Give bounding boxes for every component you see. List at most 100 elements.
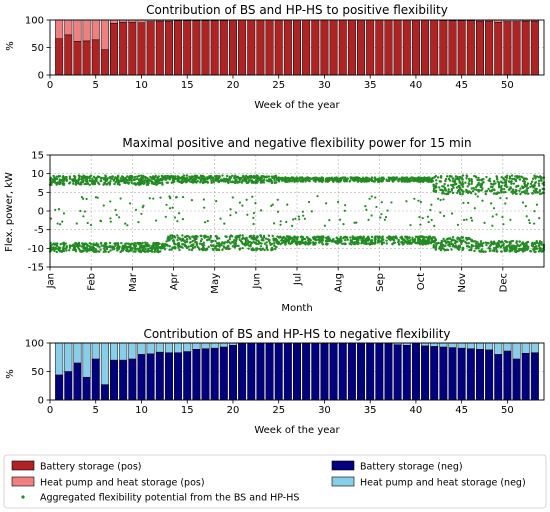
data-point: [382, 177, 386, 180]
data-point: [297, 215, 300, 218]
bar-segment: [494, 342, 503, 355]
data-point: [203, 176, 206, 179]
data-point: [91, 177, 94, 180]
data-point: [461, 192, 464, 196]
data-point: [282, 235, 285, 239]
data-point: [247, 244, 251, 247]
data-point: [370, 195, 373, 198]
data-point: [260, 174, 263, 178]
data-point: [284, 180, 287, 183]
data-point: [144, 175, 147, 179]
data-point: [279, 220, 282, 223]
data-point: [57, 175, 61, 178]
data-point: [476, 195, 479, 198]
bar-segment: [457, 342, 466, 349]
data-point: [177, 236, 180, 239]
bar-segment: [100, 19, 109, 50]
data-point: [82, 246, 85, 250]
data-point: [173, 242, 176, 245]
data-point: [127, 178, 131, 182]
data-point: [181, 243, 184, 246]
legend-swatch-heatpump-pos: [11, 476, 35, 487]
data-point: [300, 240, 304, 243]
data-point: [58, 179, 61, 183]
x-tick-label: Jul: [293, 273, 304, 286]
data-point: [171, 206, 174, 209]
data-point: [223, 241, 227, 244]
data-point: [54, 208, 57, 211]
data-point: [151, 246, 155, 250]
data-point: [131, 247, 134, 250]
data-point: [62, 247, 65, 250]
data-point: [193, 235, 197, 238]
y-tick-label: 10: [31, 169, 44, 180]
data-point: [525, 248, 529, 251]
x-tick-label: Sep: [375, 273, 386, 292]
bar-segment: [146, 342, 155, 355]
data-point: [235, 175, 238, 179]
data-point: [206, 176, 209, 179]
data-point: [458, 180, 461, 183]
data-point: [419, 240, 423, 243]
data-point: [61, 242, 64, 245]
data-point: [150, 245, 154, 248]
data-point: [344, 204, 347, 207]
data-point: [126, 246, 129, 249]
data-point: [355, 221, 358, 224]
data-point: [487, 187, 490, 191]
data-point: [139, 245, 143, 248]
data-point: [478, 178, 481, 182]
data-point: [95, 243, 98, 247]
y-tick-label: 100: [25, 339, 44, 350]
bar-segment: [329, 342, 338, 401]
data-point: [55, 250, 58, 254]
data-point: [61, 220, 64, 223]
data-point: [408, 236, 411, 239]
data-point: [109, 249, 112, 252]
bar-segment: [411, 19, 420, 76]
bar-segment: [192, 20, 201, 76]
data-point: [119, 197, 122, 200]
data-point: [497, 183, 501, 186]
data-point: [259, 209, 263, 212]
data-point: [276, 210, 280, 213]
data-point: [215, 200, 218, 203]
data-point: [91, 183, 95, 186]
x-tick-label: 35: [364, 405, 377, 416]
data-point: [102, 250, 106, 254]
data-point: [306, 242, 310, 245]
data-point: [512, 182, 515, 185]
data-point: [491, 224, 494, 227]
data-point: [109, 180, 112, 183]
data-point: [244, 239, 248, 242]
data-point: [353, 237, 356, 241]
data-point: [199, 180, 203, 183]
data-point: [203, 206, 206, 209]
data-point: [295, 240, 298, 243]
data-point: [286, 203, 289, 206]
data-point: [281, 239, 284, 242]
data-point: [537, 184, 541, 187]
data-point: [521, 176, 524, 179]
y-tick-label: 15: [31, 151, 44, 162]
data-point: [531, 241, 534, 245]
bar-segment: [247, 19, 256, 76]
bar-segment: [91, 358, 100, 401]
bar-segment: [128, 21, 137, 76]
bar-segment: [466, 348, 475, 401]
y-tick-label: -10: [28, 244, 44, 255]
data-point: [62, 244, 66, 247]
data-point: [241, 204, 244, 207]
bar-segment: [146, 353, 155, 401]
data-point: [80, 196, 84, 199]
data-point: [527, 219, 531, 222]
data-point: [139, 183, 142, 186]
data-point: [324, 240, 328, 243]
bar-segment: [357, 342, 366, 401]
data-point: [226, 174, 229, 178]
data-point: [72, 174, 76, 178]
data-point: [247, 240, 250, 244]
data-point: [181, 234, 184, 237]
legend-label-battery-pos: Battery storage (pos): [40, 462, 142, 473]
data-point: [168, 248, 171, 251]
